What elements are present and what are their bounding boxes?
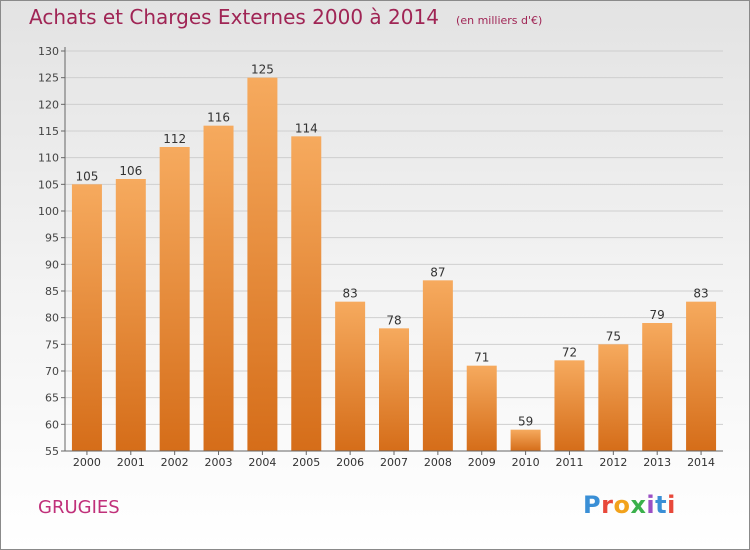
y-tick-label: 125 xyxy=(38,72,59,85)
bar xyxy=(642,323,673,451)
x-tick-label: 2002 xyxy=(161,456,189,469)
logo-letter: i xyxy=(646,491,656,519)
bars-layer: 105 106 112 116 125 114 83 78 87 71 59 72 75 79 83 xyxy=(71,63,717,452)
logo-letter: x xyxy=(630,491,647,519)
y-tick-label: 55 xyxy=(45,445,59,458)
data-label: 114 xyxy=(295,121,318,135)
axis-layer: 55 60 65 70 75 80 85 90 95 100 105 110 115 120 125 130 2… xyxy=(38,45,723,469)
data-label: 116 xyxy=(207,111,230,125)
x-tick-label: 2010 xyxy=(512,456,540,469)
bar xyxy=(466,365,497,451)
bar xyxy=(71,184,102,452)
x-tick-label: 2009 xyxy=(468,456,496,469)
y-tick-label: 70 xyxy=(45,365,59,378)
y-tick-label: 130 xyxy=(38,45,59,58)
logo-letter: t xyxy=(655,491,668,519)
unit-note: (en milliers d'€) xyxy=(456,14,543,27)
bar xyxy=(247,77,278,452)
data-label: 79 xyxy=(650,308,665,322)
chart-title: Achats et Charges Externes 2000 à 2014 xyxy=(29,5,439,29)
y-tick-label: 85 xyxy=(45,285,59,298)
y-tick-label: 100 xyxy=(38,205,59,218)
data-label: 72 xyxy=(562,345,577,359)
proxiti-logo[interactable]: Proxiti xyxy=(583,491,676,519)
data-label: 75 xyxy=(606,329,621,343)
data-label: 105 xyxy=(75,169,98,183)
x-tick-label: 2011 xyxy=(555,456,583,469)
data-label: 78 xyxy=(386,313,401,327)
x-tick-label: 2004 xyxy=(248,456,276,469)
bar xyxy=(379,328,409,451)
y-tick-label: 80 xyxy=(45,312,59,325)
y-tick-label: 120 xyxy=(38,98,59,111)
bar xyxy=(291,136,322,452)
x-tick-label: 2012 xyxy=(599,456,627,469)
y-tick-label: 65 xyxy=(45,392,59,405)
data-label: 83 xyxy=(342,287,357,301)
bar xyxy=(510,429,541,451)
x-tick-label: 2014 xyxy=(687,456,715,469)
data-label: 106 xyxy=(119,164,142,178)
x-tick-label: 2000 xyxy=(73,456,101,469)
y-tick-label: 110 xyxy=(38,152,59,165)
title-row: Achats et Charges Externes 2000 à 2014 (… xyxy=(29,5,542,29)
y-tick-label: 115 xyxy=(38,125,59,138)
data-label: 87 xyxy=(430,265,445,279)
x-tick-label: 2008 xyxy=(424,456,452,469)
y-tick-label: 75 xyxy=(45,338,59,351)
y-tick-label: 60 xyxy=(45,418,59,431)
x-tick-label: 2013 xyxy=(643,456,671,469)
bar xyxy=(598,344,629,451)
logo-letter: r xyxy=(601,491,614,519)
data-label: 112 xyxy=(163,132,186,146)
bar xyxy=(554,360,585,451)
x-tick-label: 2001 xyxy=(117,456,145,469)
data-label: 83 xyxy=(693,287,708,301)
bar xyxy=(686,301,717,451)
x-tick-label: 2005 xyxy=(292,456,320,469)
bar xyxy=(115,179,146,451)
x-tick-label: 2006 xyxy=(336,456,364,469)
logo-letter: P xyxy=(583,491,602,519)
bar xyxy=(335,301,366,451)
x-tick-label: 2003 xyxy=(205,456,233,469)
bar xyxy=(159,147,190,451)
y-tick-label: 105 xyxy=(38,178,59,191)
data-label: 125 xyxy=(251,63,274,77)
logo-letter: i xyxy=(667,491,676,519)
y-tick-label: 90 xyxy=(45,258,59,271)
logo-letter: o xyxy=(613,491,631,519)
commune-name: GRUGIES xyxy=(38,497,120,518)
x-tick-label: 2007 xyxy=(380,456,408,469)
bar xyxy=(203,125,234,452)
bar xyxy=(422,280,453,451)
data-label: 71 xyxy=(474,351,489,365)
data-label: 59 xyxy=(518,415,533,429)
y-tick-label: 95 xyxy=(45,232,59,245)
